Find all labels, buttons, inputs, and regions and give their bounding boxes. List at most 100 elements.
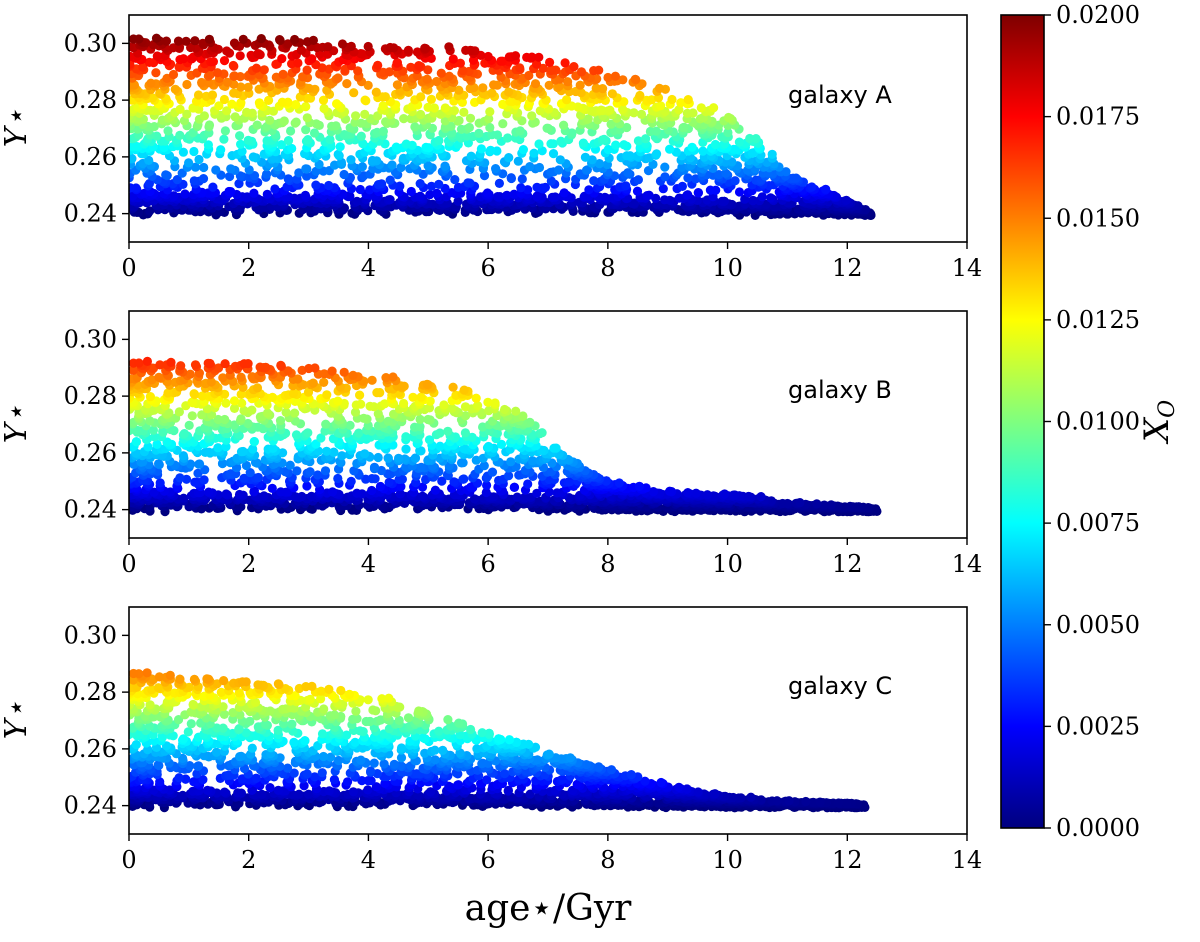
data-point	[660, 195, 670, 205]
data-point	[485, 107, 495, 117]
data-point	[532, 191, 542, 201]
data-point	[383, 416, 393, 426]
data-point	[683, 173, 693, 183]
data-point	[781, 167, 791, 177]
data-point	[385, 195, 395, 205]
data-point	[436, 68, 446, 78]
data-point	[360, 449, 370, 459]
data-point	[527, 456, 538, 466]
scatter-points	[129, 33, 876, 220]
data-point	[432, 76, 442, 87]
data-point	[506, 173, 516, 183]
data-point	[376, 465, 386, 476]
data-point	[163, 126, 173, 136]
data-point	[854, 502, 864, 512]
data-point	[276, 487, 286, 497]
data-point	[425, 190, 435, 200]
data-point	[618, 104, 628, 114]
data-point	[420, 43, 430, 53]
data-point	[556, 136, 566, 146]
data-point	[683, 95, 693, 105]
data-point	[580, 152, 591, 162]
data-point	[644, 190, 654, 200]
data-point	[589, 176, 599, 186]
data-point	[342, 79, 352, 89]
data-point	[308, 35, 318, 46]
data-point	[594, 65, 604, 75]
data-point	[193, 90, 204, 100]
data-point	[283, 39, 293, 49]
data-point	[294, 168, 304, 178]
data-point	[761, 199, 771, 209]
data-point	[459, 107, 469, 117]
data-point	[301, 164, 311, 174]
data-point	[186, 459, 196, 469]
data-point	[622, 122, 632, 133]
data-point	[555, 155, 565, 165]
data-point	[444, 42, 454, 52]
data-point	[679, 122, 689, 132]
data-point	[249, 486, 259, 496]
data-point	[387, 160, 397, 170]
data-point	[534, 139, 544, 149]
data-point	[214, 101, 224, 111]
data-point	[575, 80, 585, 90]
data-point	[352, 196, 362, 206]
data-point	[576, 67, 587, 77]
data-point	[313, 470, 323, 480]
data-point	[734, 137, 745, 147]
data-point	[734, 187, 745, 197]
data-point	[208, 182, 218, 192]
data-point	[138, 62, 148, 72]
data-point	[812, 499, 822, 509]
data-point	[384, 67, 394, 77]
data-point	[473, 401, 483, 411]
data-point	[455, 58, 465, 68]
data-point	[437, 476, 447, 486]
data-point	[494, 178, 504, 188]
data-point	[245, 468, 255, 478]
data-point	[229, 403, 240, 413]
data-point	[459, 444, 469, 454]
data-point	[158, 426, 168, 436]
data-point	[525, 162, 535, 172]
data-point	[687, 142, 697, 152]
data-point	[367, 155, 378, 166]
data-point	[757, 192, 767, 202]
data-point	[483, 397, 493, 407]
data-point	[204, 487, 214, 497]
data-point	[696, 103, 706, 113]
x-tick-label: 14	[952, 254, 983, 282]
data-point	[175, 61, 185, 71]
data-point	[355, 390, 365, 400]
data-point	[504, 153, 514, 163]
data-point	[474, 128, 484, 138]
data-point	[447, 188, 457, 198]
data-point	[677, 162, 687, 172]
data-point	[562, 95, 572, 105]
data-point	[277, 54, 287, 64]
data-point	[170, 84, 180, 94]
data-point	[635, 90, 645, 101]
data-point	[311, 166, 321, 176]
data-point	[144, 179, 154, 189]
data-point	[465, 113, 476, 123]
data-point	[614, 478, 624, 488]
data-point	[489, 492, 499, 502]
x-tick-label: 8	[600, 254, 615, 282]
data-point	[415, 414, 425, 424]
data-point	[146, 78, 156, 88]
data-point	[633, 136, 644, 146]
data-point	[582, 165, 593, 175]
data-point	[623, 168, 633, 178]
data-point	[221, 489, 231, 499]
data-point	[236, 82, 246, 92]
data-point	[224, 186, 234, 197]
data-point	[367, 474, 377, 484]
data-point	[618, 75, 628, 85]
data-point	[349, 88, 359, 98]
data-point	[629, 108, 639, 118]
data-point	[187, 411, 197, 421]
data-point	[355, 184, 365, 195]
data-point	[337, 451, 347, 461]
